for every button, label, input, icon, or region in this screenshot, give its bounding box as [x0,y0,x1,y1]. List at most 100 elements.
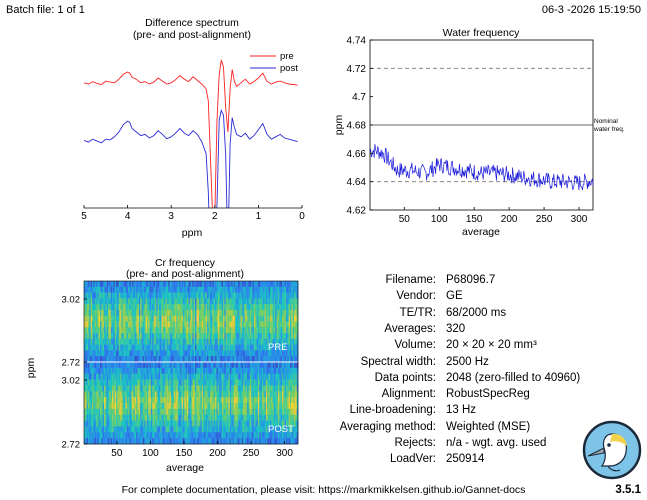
heatmap-cell [94,367,97,375]
heatmap-cell [166,373,169,380]
heatmap-cell [213,350,216,357]
heatmap-cell [124,321,126,328]
heatmap-cell [164,338,166,345]
heatmap-cell [285,356,288,363]
heatmap-cell [248,338,251,345]
heatmap-cell [244,338,247,345]
heatmap-cell [173,321,176,328]
heatmap-cell [101,373,104,380]
heatmap-cell [181,432,184,439]
heatmap-cell [236,338,239,345]
heatmap-cell [281,408,284,416]
heatmap-cell [88,362,90,369]
heatmap-cell [247,379,249,386]
heatmap-cell [125,414,128,421]
heatmap-cell [180,391,182,398]
heatmap-cell [204,333,207,340]
heatmap-cell [284,408,287,416]
heatmap-cell [188,432,190,439]
heatmap-cell [182,344,185,351]
heatmap-cell [265,338,268,345]
heatmap-cell [240,327,243,334]
heatmap-cell [176,315,178,322]
heatmap-cell [247,344,249,351]
heatmap-cell [280,391,283,398]
heatmap-cell [102,338,105,345]
heatmap-cell [152,309,154,317]
heatmap-cell [96,281,98,288]
heatmap-cell [212,350,215,357]
heatmap-cell [121,356,124,363]
heatmap-cell [277,298,280,305]
heatmap-cell [112,292,114,299]
heatmap-cell [285,391,288,398]
heatmap-cell [150,356,153,363]
heatmap-cell [257,344,260,351]
heatmap-cell [97,379,100,386]
heatmap-cell [295,315,297,322]
heatmap-cell [224,298,227,305]
heatmap-cell [189,414,192,421]
heatmap-cell [208,338,211,345]
heatmap-cell [154,321,157,328]
heatmap-cell [252,298,255,305]
heatmap-cell [89,286,91,293]
heatmap-cell [224,397,227,404]
heatmap-cell [158,321,161,328]
heatmap-cell [272,432,275,439]
heatmap-cell [248,391,251,398]
heatmap-cell [172,403,174,410]
heatmap-cell [201,338,204,345]
heatmap-cell [224,286,227,293]
heatmap-cell [239,286,241,293]
heatmap-cell [158,397,161,404]
heatmap-cell [249,397,252,404]
heatmap-cell [195,321,197,328]
heatmap-cell [191,350,193,357]
heatmap-cell [128,304,130,311]
heatmap-cell [263,408,265,416]
heatmap-cell [228,315,231,322]
heatmap-cell [196,298,198,305]
heatmap-cell [109,379,112,386]
heatmap-cell [162,426,165,433]
heatmap-cell [267,304,269,311]
heatmap-cell [244,367,247,375]
heatmap-cell [161,408,164,416]
heatmap-cell [125,327,128,334]
heatmap-cell [237,309,240,317]
heatmap-cell [157,350,160,357]
heatmap-cell [289,438,292,445]
heatmap-cell [275,362,277,369]
heatmap-cell [100,385,102,392]
heatmap-cell [166,367,169,375]
heatmap-cell [169,362,172,369]
heatmap-cell [251,298,253,305]
heatmap-cell [169,321,172,328]
heatmap-cell [267,414,269,421]
heatmap-cell [88,350,90,357]
heatmap-cell [256,333,259,340]
heatmap-cell [90,373,93,380]
heatmap-cell [293,338,296,345]
heatmap-cell [176,391,178,398]
heatmap-cell [84,385,86,392]
heatmap-cell [145,327,148,334]
heatmap-cell [110,356,113,363]
heatmap-cell [106,408,109,416]
heatmap-cell [284,338,287,345]
heatmap-cell [232,385,235,392]
heatmap-cell [177,426,180,433]
heatmap-cell [125,403,128,410]
heatmap-cell [120,426,122,433]
heatmap-cell [114,281,117,288]
heatmap-cell [193,304,196,311]
heatmap-cell [136,420,138,427]
heatmap-cell [109,298,112,305]
heatmap-cell [269,367,272,375]
heatmap-cell [141,333,144,340]
heatmap-cell [132,315,134,322]
heatmap-cell [105,379,108,386]
heatmap-cell [220,385,223,392]
heatmap-cell [277,309,280,317]
